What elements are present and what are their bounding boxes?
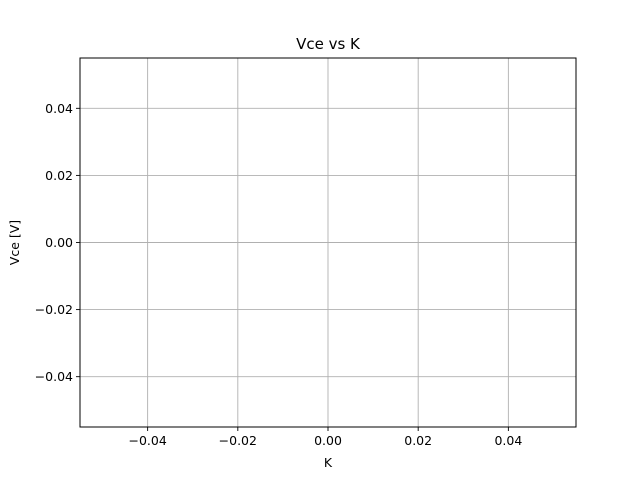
chart-title: Vce vs K [296, 35, 361, 53]
grid-layer [80, 58, 576, 427]
y-tick-label: 0.02 [45, 168, 73, 183]
y-tick-label: −0.02 [35, 302, 73, 317]
y-axis-label: Vce [V] [7, 220, 22, 265]
x-tick-label: −0.02 [219, 433, 257, 448]
x-tick-label: 0.00 [314, 433, 342, 448]
x-axis-label: K [324, 455, 333, 470]
tick-layer: −0.04 −0.02 0.00 0.02 0.04 −0.04 −0.02 0.00 0.02… [35, 101, 523, 448]
x-tick-label: 0.04 [494, 433, 522, 448]
x-tick-label: 0.02 [404, 433, 432, 448]
y-tick-label: 0.04 [45, 101, 73, 116]
x-tick-label: −0.04 [128, 433, 166, 448]
y-tick-label: −0.04 [35, 369, 73, 384]
y-tick-label: 0.00 [45, 235, 73, 250]
